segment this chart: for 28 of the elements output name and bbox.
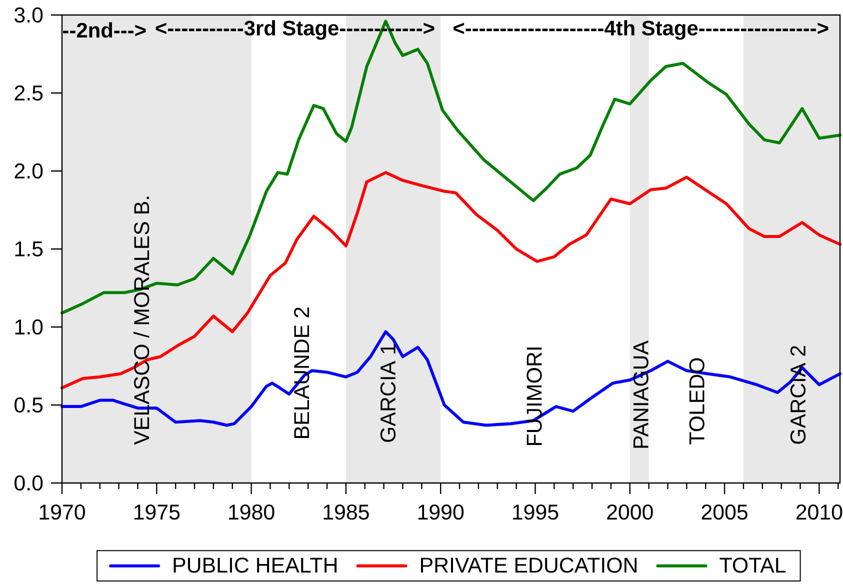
x-tick-label: 2005 xyxy=(702,504,748,520)
legend-label: PUBLIC HEALTH xyxy=(174,558,337,573)
y-tick-label: 0.5 xyxy=(14,397,43,413)
x-tick-label: 2000 xyxy=(607,504,653,520)
y-tick-label: 1.5 xyxy=(15,242,43,256)
annotation: GARCIA 1 xyxy=(380,344,396,442)
annotation: TOLEDO xyxy=(689,358,704,444)
annotation: FUJIMORI xyxy=(526,348,542,445)
x-tick-label: 1970 xyxy=(40,504,85,520)
x-tick-label: 1975 xyxy=(134,504,180,520)
y-tick-label: 0.0 xyxy=(14,475,43,491)
x-tick-label: 1990 xyxy=(418,504,464,520)
x-tick-label: 2010 xyxy=(796,504,842,520)
y-tick-label: 2.5 xyxy=(14,85,43,101)
annotation: <--------------------4th Stage-----------------> xyxy=(454,20,828,40)
annotation: --2nd---> xyxy=(63,22,146,38)
y-tick-label: 1.0 xyxy=(15,319,43,335)
x-tick-label: 1985 xyxy=(324,504,369,520)
annotation: VELASCO / MORALES B. xyxy=(134,196,150,445)
legend-label: TOTAL xyxy=(720,558,786,573)
y-tick-label: 2.0 xyxy=(14,163,43,179)
y-tick-label: 3.0 xyxy=(14,7,43,23)
annotation: PANIAGUA xyxy=(633,340,648,448)
x-tick-label: 1995 xyxy=(513,504,558,520)
legend-label: PRIVATE EDUCATION xyxy=(421,558,637,573)
annotation: GARCIA 2 xyxy=(790,346,806,444)
annotation: BELAUNDE 2 xyxy=(294,308,310,438)
x-tick-label: 1980 xyxy=(229,504,274,520)
